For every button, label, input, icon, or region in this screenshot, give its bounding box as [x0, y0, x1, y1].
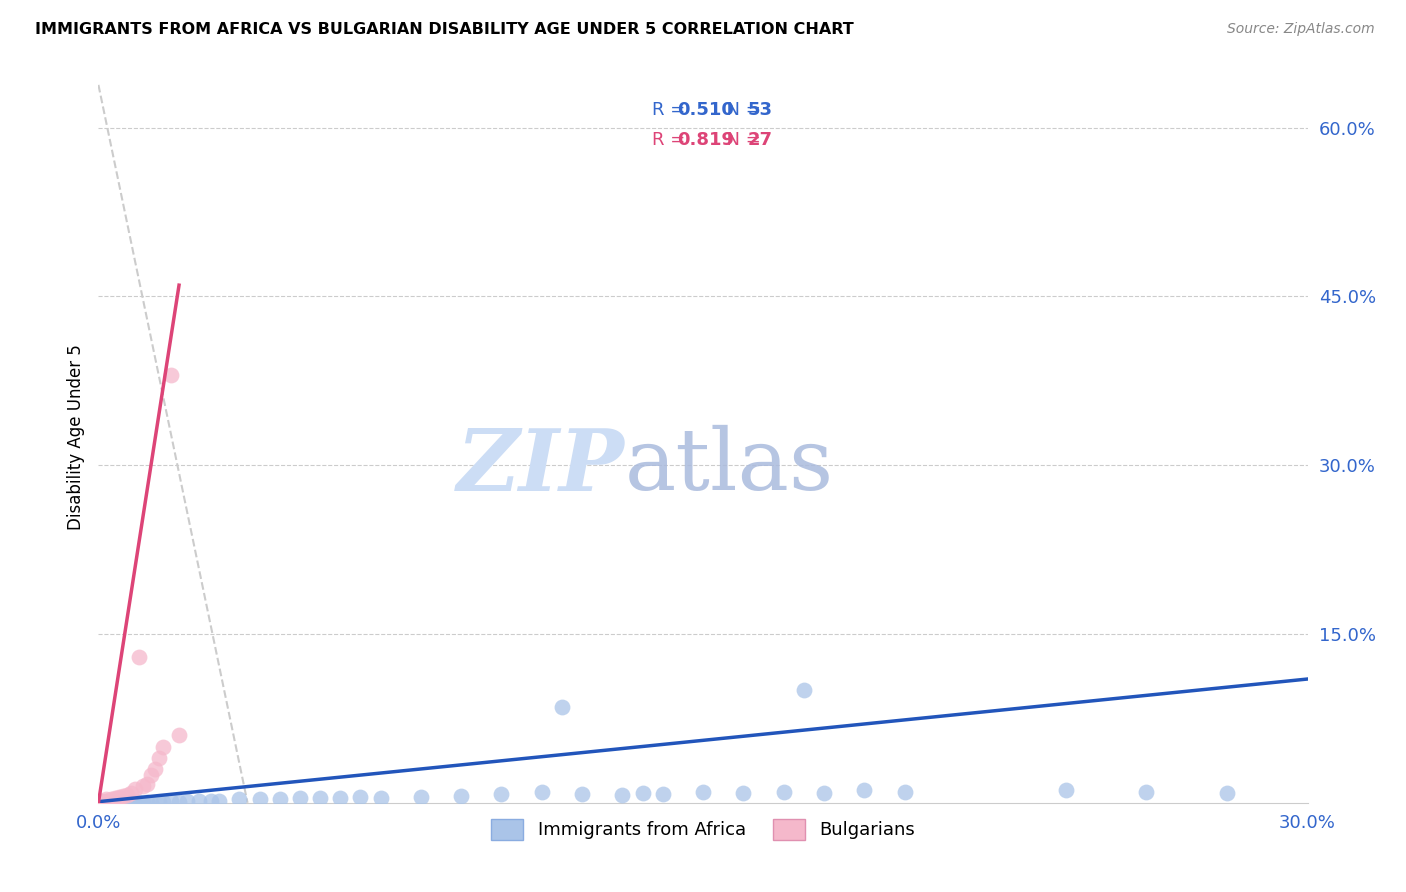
- Point: [813, 786, 835, 800]
- Point: [91, 793, 114, 807]
- Point: [249, 792, 271, 806]
- Point: [91, 795, 114, 809]
- Point: [103, 795, 125, 809]
- Point: [167, 728, 190, 742]
- Point: [107, 795, 129, 809]
- Point: [349, 790, 371, 805]
- Point: [160, 368, 183, 383]
- Point: [96, 795, 118, 809]
- Point: [692, 784, 714, 798]
- Point: [1054, 783, 1077, 797]
- Point: [571, 787, 593, 801]
- Point: [100, 793, 122, 807]
- Point: [167, 795, 190, 809]
- Text: R =: R =: [652, 101, 692, 119]
- Point: [152, 795, 174, 809]
- Point: [128, 649, 150, 664]
- Point: [87, 796, 110, 810]
- Y-axis label: Disability Age Under 5: Disability Age Under 5: [66, 344, 84, 530]
- Point: [132, 796, 155, 810]
- Point: [103, 792, 125, 806]
- Point: [853, 783, 876, 797]
- Text: 0.510: 0.510: [678, 101, 734, 119]
- Point: [176, 793, 198, 807]
- Point: [139, 796, 162, 810]
- Point: [309, 791, 332, 805]
- Point: [733, 786, 755, 800]
- Point: [124, 795, 146, 809]
- Point: [124, 782, 146, 797]
- Point: [228, 792, 250, 806]
- Text: 53: 53: [748, 101, 773, 119]
- Point: [160, 793, 183, 807]
- Point: [96, 795, 118, 809]
- Text: IMMIGRANTS FROM AFRICA VS BULGARIAN DISABILITY AGE UNDER 5 CORRELATION CHART: IMMIGRANTS FROM AFRICA VS BULGARIAN DISA…: [35, 22, 853, 37]
- Text: 27: 27: [748, 131, 773, 149]
- Point: [91, 796, 114, 810]
- Point: [1216, 786, 1239, 800]
- Point: [107, 796, 129, 810]
- Point: [491, 787, 513, 801]
- Point: [612, 788, 634, 802]
- Point: [148, 795, 170, 809]
- Text: atlas: atlas: [624, 425, 834, 508]
- Point: [148, 751, 170, 765]
- Point: [450, 789, 472, 803]
- Point: [96, 793, 118, 807]
- Point: [143, 762, 166, 776]
- Text: N =: N =: [716, 101, 766, 119]
- Point: [100, 792, 122, 806]
- Point: [132, 779, 155, 793]
- Point: [107, 790, 129, 805]
- Point: [288, 791, 311, 805]
- Point: [200, 793, 222, 807]
- Point: [152, 739, 174, 754]
- Point: [793, 683, 815, 698]
- Point: [135, 777, 157, 791]
- Point: [120, 786, 142, 800]
- Legend: Immigrants from Africa, Bulgarians: Immigrants from Africa, Bulgarians: [481, 810, 925, 848]
- Point: [208, 793, 231, 807]
- Point: [111, 795, 134, 809]
- Point: [188, 793, 211, 807]
- Point: [651, 787, 673, 801]
- Point: [107, 791, 129, 805]
- Point: [1135, 784, 1157, 798]
- Point: [111, 789, 134, 803]
- Point: [87, 796, 110, 810]
- Text: ZIP: ZIP: [457, 425, 624, 508]
- Point: [772, 784, 794, 798]
- Point: [631, 786, 654, 800]
- Point: [551, 700, 574, 714]
- Point: [115, 796, 138, 810]
- Point: [87, 795, 110, 809]
- Point: [893, 784, 915, 798]
- Text: Source: ZipAtlas.com: Source: ZipAtlas.com: [1227, 22, 1375, 37]
- Point: [269, 792, 291, 806]
- Point: [100, 795, 122, 809]
- Point: [370, 791, 392, 805]
- Point: [91, 796, 114, 810]
- Text: N =: N =: [716, 131, 766, 149]
- Text: 0.819: 0.819: [678, 131, 734, 149]
- Point: [120, 795, 142, 809]
- Point: [91, 795, 114, 809]
- Point: [128, 795, 150, 809]
- Point: [96, 792, 118, 806]
- Point: [96, 796, 118, 810]
- Point: [329, 791, 352, 805]
- Point: [135, 795, 157, 809]
- Point: [100, 796, 122, 810]
- Point: [530, 784, 553, 798]
- Point: [103, 791, 125, 805]
- Text: R =: R =: [652, 131, 692, 149]
- Point: [115, 788, 138, 802]
- Point: [139, 767, 162, 781]
- Point: [409, 790, 432, 805]
